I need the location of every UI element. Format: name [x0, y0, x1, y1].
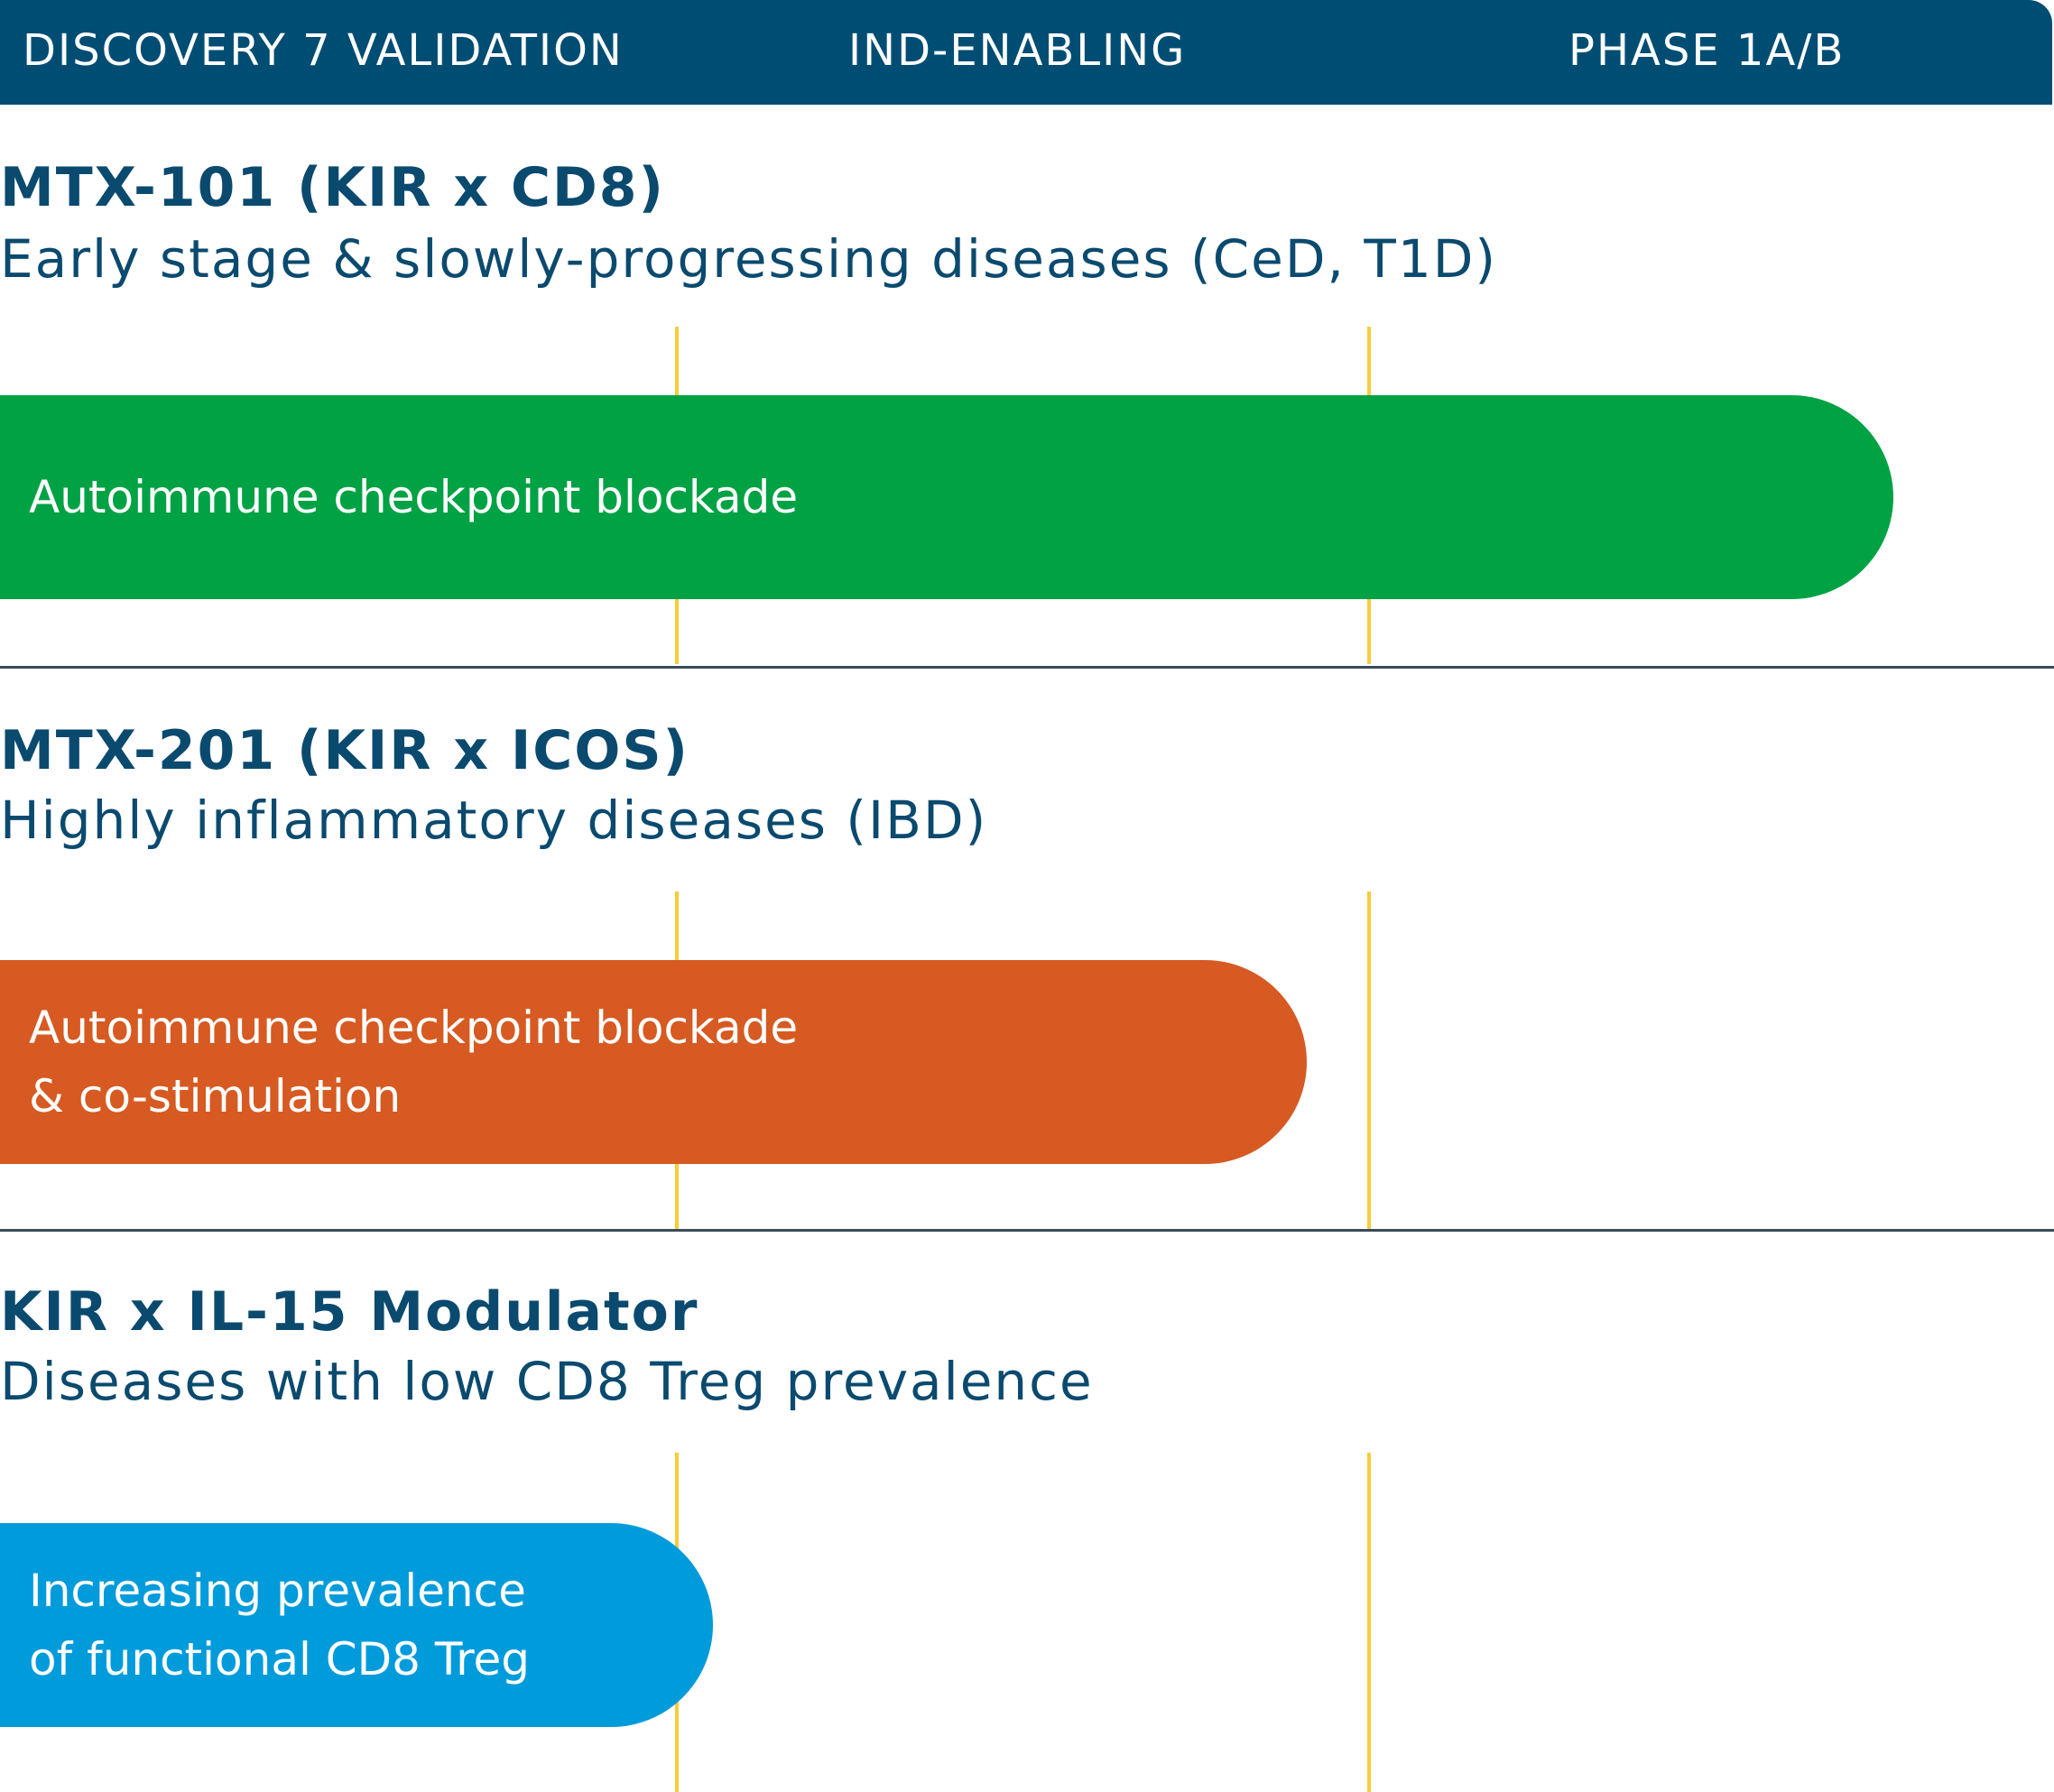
progress-bar-mtx-101: Autoimmune checkpoint blockade: [0, 395, 1893, 599]
program-subtitle-kir-il15: Diseases with low CD8 Treg prevalence: [0, 1351, 1094, 1412]
stage-divider-line: [1367, 1453, 1371, 1792]
stage-header-bar: DISCOVERY 7 VALIDATION IND-ENABLING PHAS…: [0, 0, 2052, 105]
bar-label-line: of functional CD8 Treg: [29, 1633, 531, 1686]
stage-divider-line: [1367, 891, 1371, 1229]
stage-discovery-label: DISCOVERY 7 VALIDATION: [23, 25, 624, 76]
bar-label-line: Autoimmune checkpoint blockade: [29, 1002, 799, 1054]
progress-bar-kir-il15: Increasing prevalence of functional CD8 …: [0, 1523, 713, 1727]
progress-bar-mtx-201: Autoimmune checkpoint blockade & co-stim…: [0, 960, 1307, 1164]
bar-label-line: Increasing prevalence: [29, 1565, 526, 1617]
stage-ind-enabling-label: IND-ENABLING: [848, 25, 1187, 76]
program-subtitle-mtx-101: Early stage & slowly-progressing disease…: [0, 228, 1498, 290]
stage-phase-1ab-label: PHASE 1A/B: [1568, 25, 1846, 76]
program-subtitle-mtx-201: Highly inflammatory diseases (IBD): [0, 790, 988, 851]
program-title-mtx-201: MTX-201 (KIR x ICOS): [0, 719, 689, 782]
program-title-mtx-101: MTX-101 (KIR x CD8): [0, 156, 665, 219]
bar-label-line: & co-stimulation: [29, 1070, 402, 1122]
bar-label-line: Autoimmune checkpoint blockade: [29, 471, 799, 523]
program-title-kir-il15: KIR x IL-15 Modulator: [0, 1280, 699, 1344]
row-divider: [0, 1229, 2054, 1232]
row-divider: [0, 666, 2054, 669]
